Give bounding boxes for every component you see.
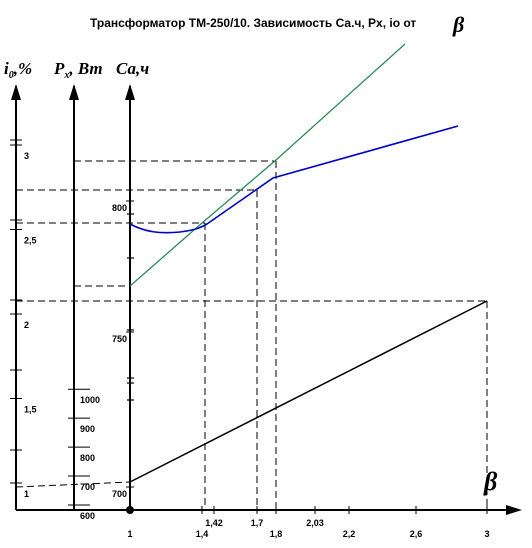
px-tick-label: 600 bbox=[80, 511, 95, 521]
axes bbox=[10, 84, 522, 515]
reference-lines bbox=[15, 160, 488, 510]
x-tick-label: 1,8 bbox=[270, 529, 283, 539]
axis-px-arrow bbox=[69, 84, 79, 100]
axis-ca-arrow bbox=[125, 84, 135, 100]
px-tick-label: 1000 bbox=[80, 395, 100, 405]
i0-tick-label: 1,5 bbox=[24, 405, 37, 415]
i0-tick-label: 2,5 bbox=[24, 236, 37, 246]
axis-beta-arrow bbox=[506, 505, 522, 515]
x-axis-label: β bbox=[483, 467, 498, 496]
chart-title-beta: β bbox=[452, 12, 465, 37]
axis-title-px: Px, Вт bbox=[53, 59, 103, 81]
chart-title: Трансформатор ТМ-250/10. Зависимость Са.… bbox=[90, 12, 465, 37]
x-tick-label: 2,03 bbox=[306, 518, 324, 528]
x-tick-label: 1,7 bbox=[251, 518, 264, 528]
x-tick-label: 2,2 bbox=[343, 529, 356, 539]
chart-title-text: Трансформатор ТМ-250/10. Зависимость Са.… bbox=[90, 16, 416, 30]
px-tick-label: 700 bbox=[80, 482, 95, 492]
ca-tick-label: 750 bbox=[112, 334, 127, 344]
axis-title-ca: Са,ч bbox=[116, 59, 149, 78]
axis-titles: i0,% Px, Вт Са,ч bbox=[4, 59, 149, 81]
ca-tick-label: 800 bbox=[112, 203, 127, 213]
ref-h-1p18 bbox=[15, 481, 131, 488]
i0-tick-label: 2 bbox=[24, 320, 29, 330]
px-tick-label: 900 bbox=[80, 424, 95, 434]
x-tick-label: 2,6 bbox=[410, 529, 423, 539]
i0-tick-label: 3 bbox=[24, 151, 29, 161]
series-layer bbox=[129, 43, 488, 483]
series-black-line bbox=[129, 300, 488, 483]
series-green-line bbox=[129, 43, 406, 287]
axis-i0-arrow bbox=[11, 84, 21, 100]
x-tick-label: 3 bbox=[484, 529, 489, 539]
ca-tick-label: 700 bbox=[112, 489, 127, 499]
i0-tick-label: 1 bbox=[24, 489, 29, 499]
axis-title-i0: i0,% bbox=[4, 59, 32, 81]
series-blue-line bbox=[129, 125, 459, 234]
px-tick-label: 800 bbox=[80, 453, 95, 463]
x-tick-label: 1 bbox=[127, 529, 132, 539]
x-tick-label: 1,4 bbox=[196, 529, 209, 539]
x-tick-label: 1,42 bbox=[205, 518, 223, 528]
